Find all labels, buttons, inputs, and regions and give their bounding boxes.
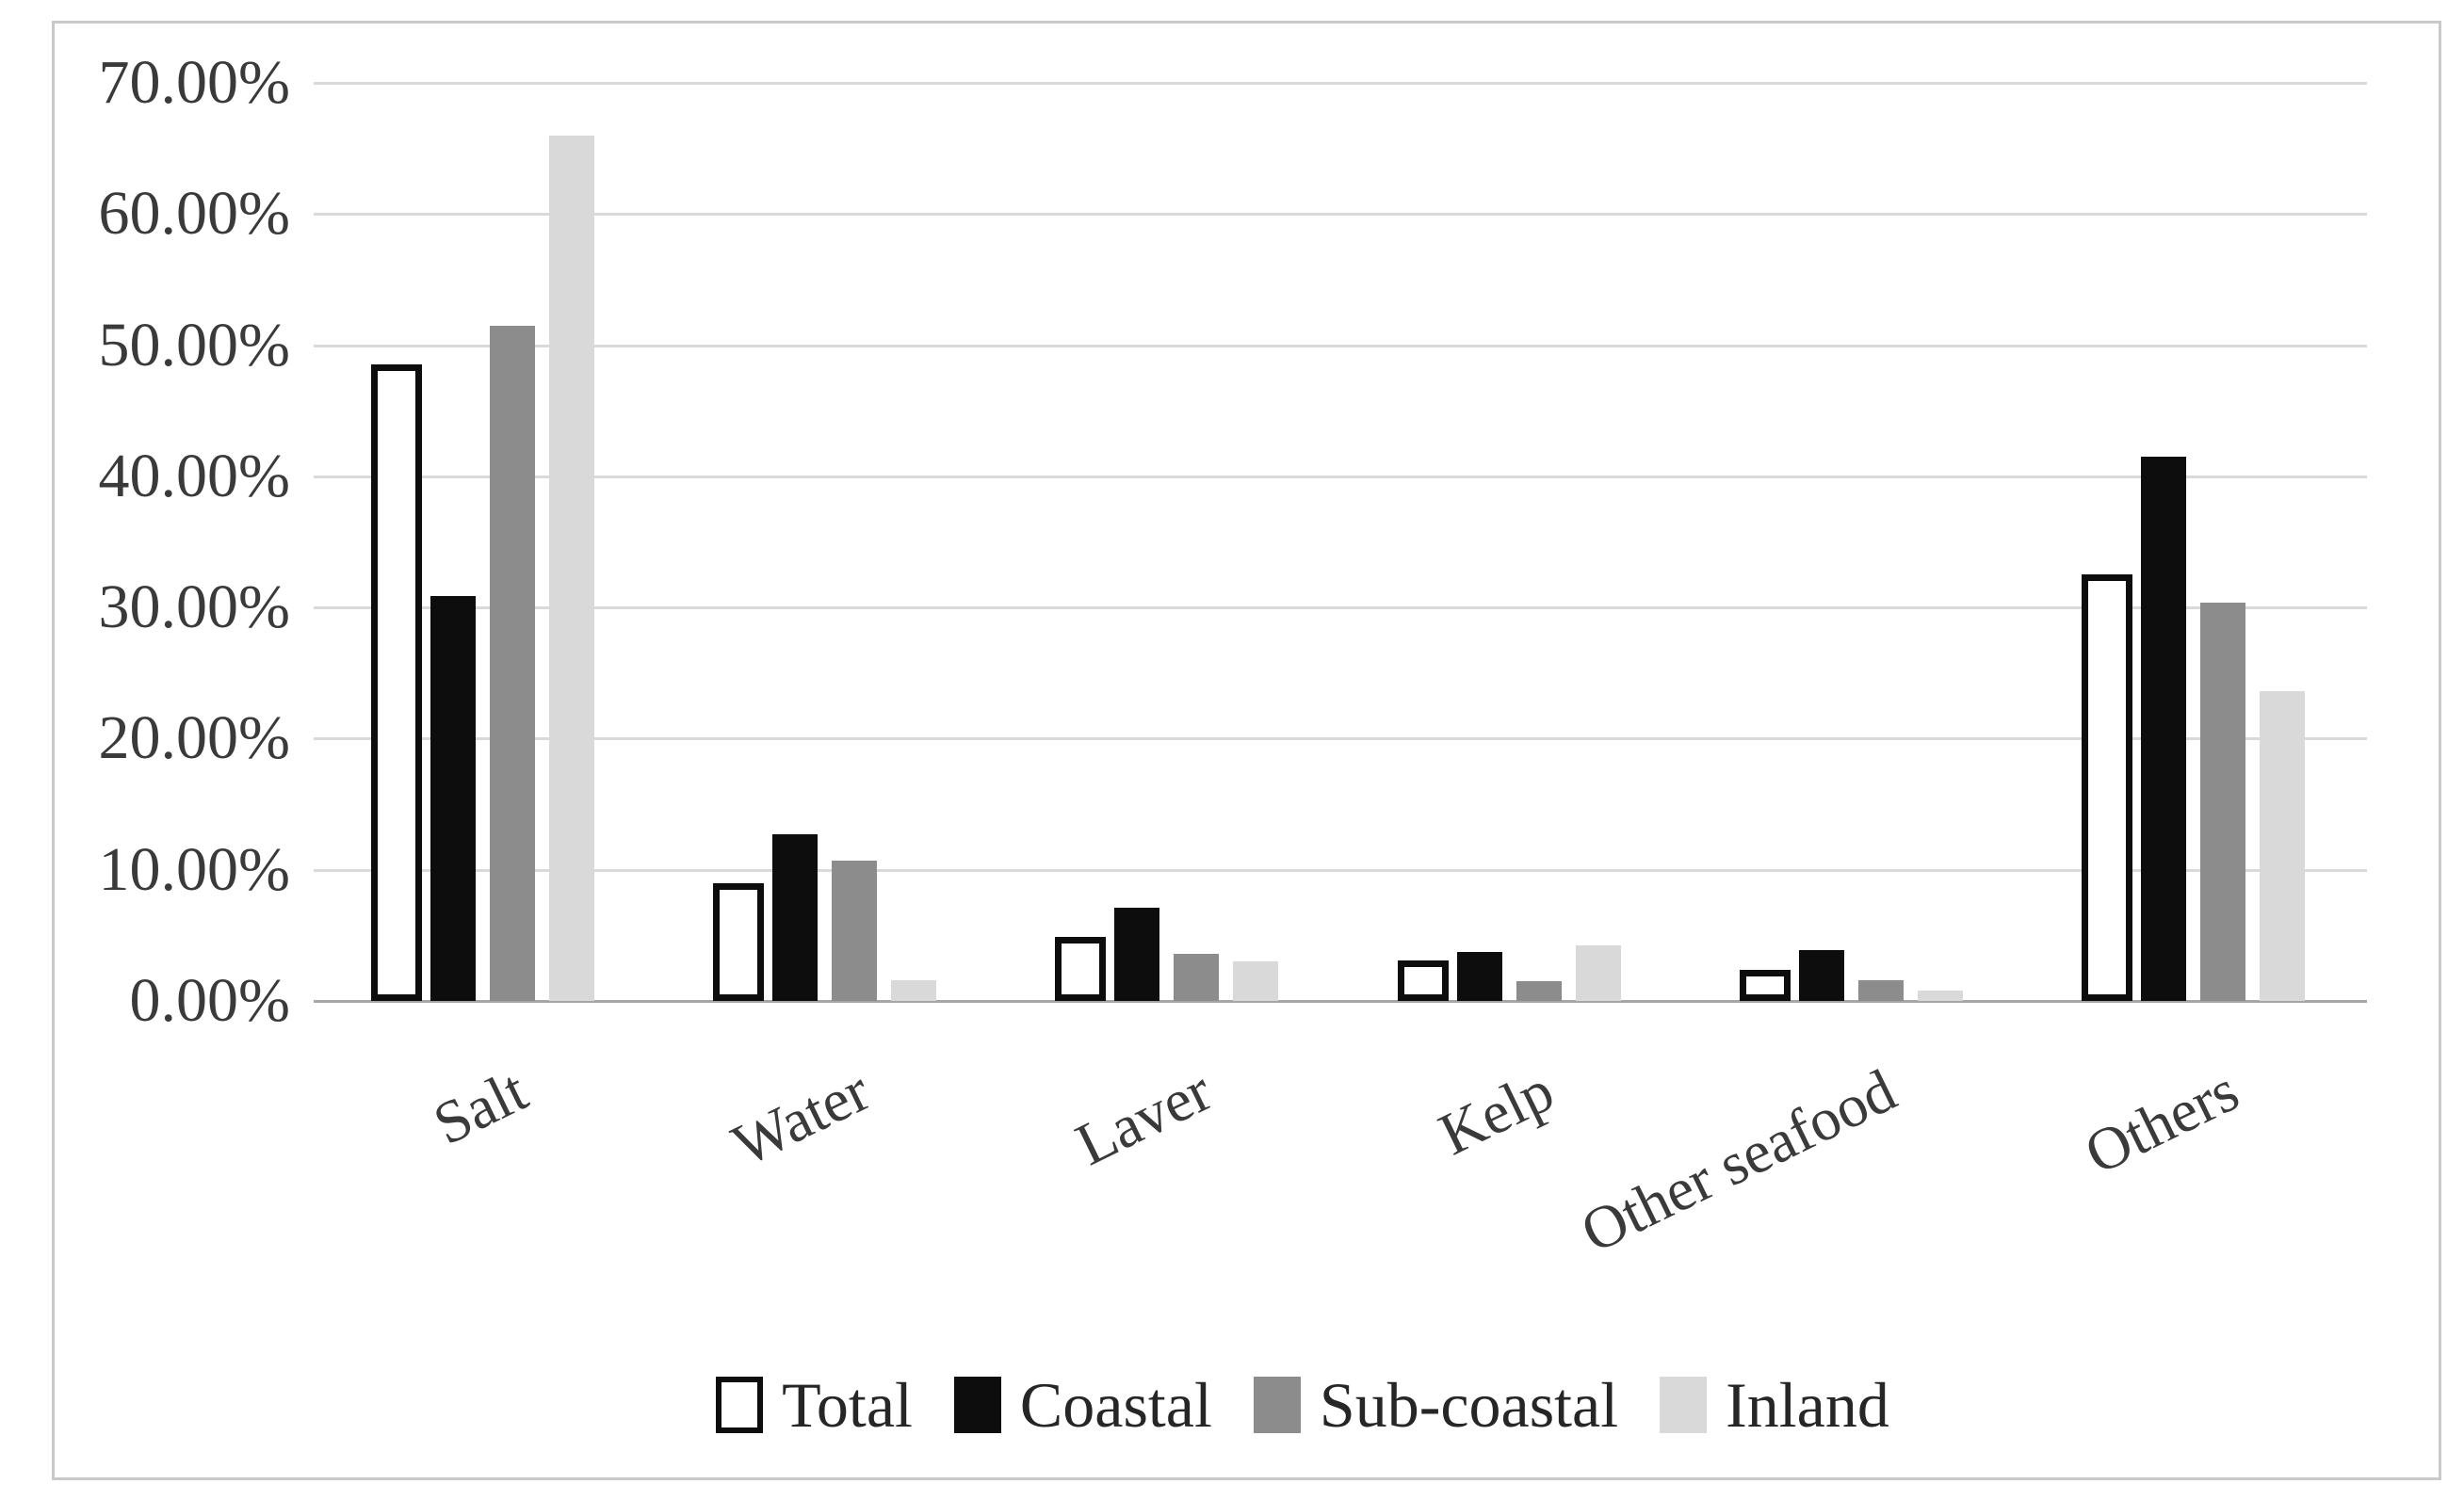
bar-inland-kelp [1576, 945, 1621, 1001]
bar-total-laver [1055, 937, 1106, 1001]
legend-swatch-total [716, 1377, 764, 1433]
chart-frame: 70.00% 60.00% 50.00% 40.00% 30.00% 20.00% 10.0… [52, 21, 2441, 1480]
gridline-20 [314, 737, 2367, 740]
legend-item-sub-coastal: Sub-coastal [1253, 1369, 1619, 1441]
y-tick-label: 40.00% [98, 442, 290, 510]
bar-total-water [713, 883, 764, 1001]
bar-sub-coastal-water [832, 861, 877, 1001]
bar-coastal-water [772, 834, 818, 1001]
bar-sub-coastal-others [2200, 603, 2245, 1001]
category-label-laver: Laver [1065, 1056, 1222, 1179]
legend-item-inland: Inland [1660, 1373, 1889, 1437]
gridline-50 [314, 345, 2367, 347]
gridline-30 [314, 606, 2367, 609]
legend-swatch-sub-coastal [1253, 1377, 1301, 1433]
gridline-70 [314, 82, 2367, 85]
legend-swatch-coastal [953, 1377, 1001, 1433]
bar-sub-coastal-kelp [1516, 981, 1562, 1001]
bar-inland-water [891, 980, 936, 1001]
y-tick-label: 0.00% [129, 966, 290, 1035]
bar-inland-others [2260, 691, 2305, 1001]
category-label-others: Others [2074, 1056, 2248, 1187]
legend-swatch-inland [1660, 1377, 1708, 1433]
bar-inland-laver [1233, 961, 1278, 1001]
legend: Total Coastal Sub-coastal Inland [109, 1363, 2464, 1447]
legend-label: Coastal [1019, 1369, 1212, 1441]
bar-coastal-kelp [1457, 952, 1502, 1001]
bar-coastal-laver [1114, 908, 1159, 1001]
y-tick-label: 10.00% [98, 835, 290, 904]
x-axis-line [314, 1000, 2367, 1003]
gridline-10 [314, 869, 2367, 872]
legend-label: Sub-coastal [1319, 1369, 1619, 1441]
y-tick-label: 50.00% [98, 311, 290, 379]
y-tick-label: 20.00% [98, 703, 290, 772]
bar-coastal-others [2141, 457, 2186, 1001]
category-label-salt: Salt [423, 1056, 538, 1158]
y-tick-label: 30.00% [98, 573, 290, 641]
bar-total-kelp [1398, 960, 1449, 1001]
legend-label: Total [782, 1369, 913, 1441]
legend-label: Inland [1726, 1369, 1889, 1441]
bar-coastal-other-seafood [1799, 950, 1844, 1001]
legend-item-coastal: Coastal [953, 1369, 1212, 1441]
bar-inland-other-seafood [1918, 991, 1963, 1001]
bar-total-other-seafood [1740, 970, 1791, 1001]
y-tick-label: 70.00% [98, 48, 290, 117]
y-tick-label: 60.00% [98, 179, 290, 248]
gridline-60 [314, 213, 2367, 216]
bar-total-others [2082, 574, 2132, 1001]
category-label-kelp: Kelp [1429, 1056, 1564, 1169]
bar-sub-coastal-salt [490, 326, 535, 1001]
category-label-other-seafood: Other seafood [1571, 1056, 1906, 1266]
gridline-40 [314, 476, 2367, 478]
bar-coastal-salt [430, 596, 476, 1001]
legend-item-total: Total [716, 1373, 913, 1437]
bar-sub-coastal-other-seafood [1858, 980, 1904, 1001]
bar-sub-coastal-laver [1174, 954, 1219, 1001]
bar-total-salt [371, 364, 422, 1001]
bar-inland-salt [549, 136, 594, 1001]
category-label-water: Water [721, 1056, 880, 1179]
